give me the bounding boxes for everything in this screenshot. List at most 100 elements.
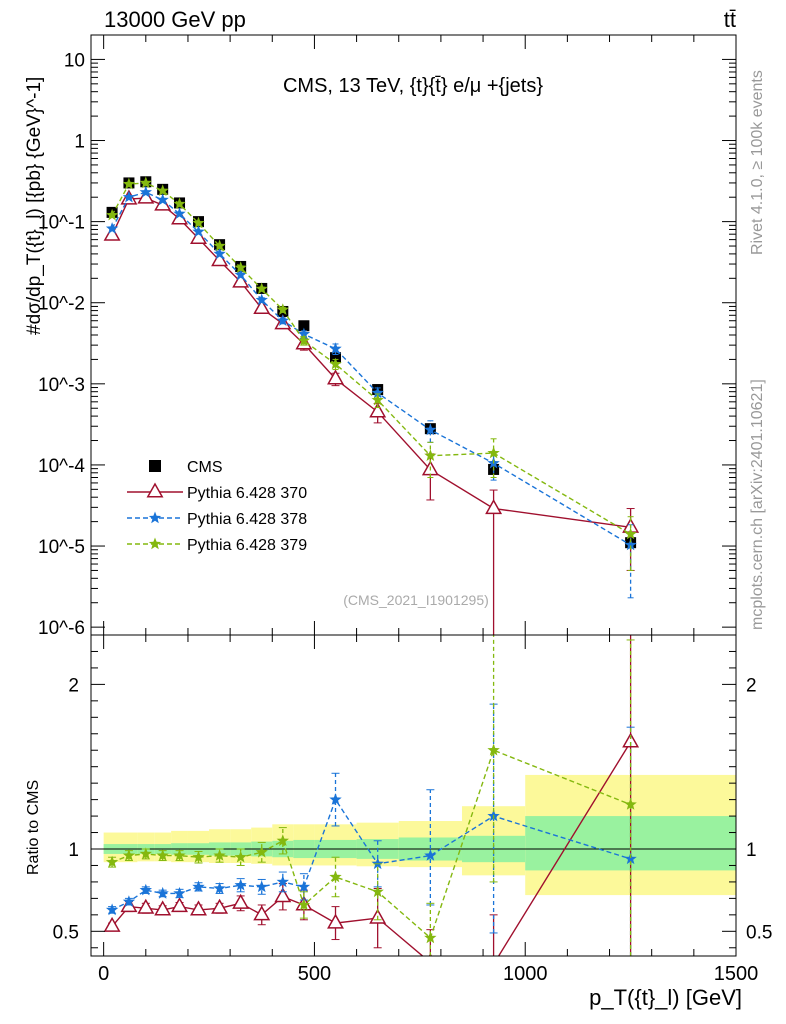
ratio-point bbox=[137, 898, 155, 914]
ratio-point bbox=[234, 850, 247, 863]
data-point bbox=[232, 272, 250, 288]
ratio-series-line bbox=[111, 798, 631, 911]
main-ylabel: #dσ/dp_T({t}_l) [{pb} {GeV}^-1] bbox=[24, 77, 45, 335]
ratio-point bbox=[139, 847, 152, 860]
ratio-series-line bbox=[111, 741, 632, 956]
ratio-y-tick-label: 0.5 bbox=[53, 922, 79, 943]
data-point bbox=[624, 538, 637, 551]
ratio-point bbox=[297, 880, 311, 893]
rivet-label: Rivet 4.1.0, ≥ 100k events bbox=[749, 70, 766, 255]
ratio-point bbox=[173, 849, 186, 861]
data-point bbox=[253, 298, 271, 314]
ratio-point bbox=[139, 883, 152, 896]
main-axes: 10^-6 10^-5 10^-4 10^-3 10^-2 10^-1 1 10 bbox=[38, 35, 737, 639]
data-point bbox=[369, 402, 387, 418]
data-point bbox=[137, 188, 155, 204]
ratio-series-pythia-6-428-379 bbox=[105, 635, 637, 956]
ratio-series-pythia-6-428-378 bbox=[105, 703, 637, 956]
legend-marker bbox=[146, 482, 164, 498]
data-point bbox=[424, 423, 437, 436]
y-tick-label: 10^-5 bbox=[38, 537, 85, 558]
data-point bbox=[122, 177, 136, 190]
header-left-title: 13000 GeV pp bbox=[104, 7, 246, 32]
data-point bbox=[487, 446, 500, 459]
data-point bbox=[424, 449, 437, 461]
data-point bbox=[327, 369, 344, 385]
main-marks bbox=[103, 176, 640, 635]
ratio-axes: 0.5 0.5 1 1 2 2 0 500 1000 1500 bbox=[53, 635, 772, 985]
ratio-point bbox=[371, 885, 384, 898]
ratio-point bbox=[211, 898, 229, 914]
ratio-point bbox=[105, 903, 119, 916]
ratio-point bbox=[122, 895, 136, 907]
data-point bbox=[105, 208, 119, 221]
y-tick-label: 10 bbox=[64, 50, 85, 71]
data-point bbox=[276, 303, 289, 315]
ratio-point bbox=[297, 898, 311, 911]
ratio-point bbox=[253, 905, 271, 921]
ratio-series-line bbox=[111, 749, 631, 940]
ratio-ylabel: Ratio to CMS bbox=[25, 780, 42, 875]
ratio-point bbox=[424, 931, 437, 944]
data-point bbox=[297, 327, 311, 340]
ratio-point bbox=[234, 878, 247, 891]
ratio-point bbox=[103, 916, 121, 932]
ratio-point bbox=[232, 893, 250, 909]
legend: CMS Pythia 6.428 370 Pythia 6.428 378 Pythi… bbox=[127, 459, 307, 554]
data-point bbox=[329, 357, 342, 370]
data-point bbox=[213, 247, 226, 260]
legend-entry: Pythia 6.428 379 bbox=[127, 537, 307, 554]
y-tick-label: 10^-3 bbox=[38, 375, 85, 396]
y-tick-label: 10^-6 bbox=[38, 618, 85, 639]
data-point bbox=[173, 207, 186, 219]
legend-entry: Pythia 6.428 370 bbox=[127, 482, 307, 502]
ratio-point bbox=[192, 880, 205, 893]
data-point bbox=[297, 334, 311, 346]
ratio-point bbox=[424, 849, 437, 861]
ratio-y-tick-label-right: 0.5 bbox=[746, 922, 772, 943]
legend-marker bbox=[149, 460, 161, 472]
legend-label: Pythia 6.428 378 bbox=[187, 511, 307, 528]
x-tick-label: 1500 bbox=[714, 963, 759, 985]
ratio-point bbox=[173, 886, 186, 899]
legend-marker bbox=[148, 537, 162, 550]
data-point bbox=[192, 216, 205, 229]
ratio-point bbox=[276, 875, 289, 888]
ratio-point bbox=[213, 849, 226, 861]
ratio-point bbox=[192, 850, 205, 863]
mcplots-label: mcplots.cern.ch [arXiv:2401.10621] bbox=[749, 379, 766, 630]
data-point bbox=[485, 499, 503, 515]
ratio-point bbox=[171, 897, 189, 913]
y-tick-label: 1 bbox=[74, 132, 85, 153]
ratio-point bbox=[329, 793, 342, 805]
data-point bbox=[139, 185, 152, 198]
series-pythia-6-428-370 bbox=[103, 188, 640, 635]
ratio-y-tick-label: 2 bbox=[68, 675, 79, 696]
main-panel: 10^-6 10^-5 10^-4 10^-3 10^-2 10^-1 1 10 CMS, 1… bbox=[24, 34, 737, 639]
ratio-point bbox=[274, 887, 292, 903]
ratio-point bbox=[327, 913, 344, 929]
data-point bbox=[371, 393, 384, 406]
series-line bbox=[111, 197, 631, 528]
ratio-series-pythia-6-428-370 bbox=[103, 635, 640, 956]
ratio-point bbox=[492, 954, 495, 956]
ratio-y-tick-label-right: 2 bbox=[746, 675, 757, 696]
ratio-point bbox=[487, 743, 500, 756]
data-point bbox=[255, 293, 268, 306]
ratio-panel: 0.5 0.5 1 1 2 2 0 500 1000 1500 Ratio to CMS p_T(… bbox=[25, 634, 772, 1010]
y-tick-label: 10^-2 bbox=[38, 294, 85, 315]
series-line bbox=[111, 182, 631, 535]
data-point bbox=[213, 239, 226, 252]
analysis-watermark: (CMS_2021_I1901295) bbox=[343, 592, 489, 608]
data-point bbox=[139, 176, 152, 189]
x-tick-label: 1000 bbox=[503, 963, 548, 985]
legend-label: CMS bbox=[187, 459, 223, 476]
ratio-marks bbox=[103, 635, 640, 956]
data-point bbox=[105, 222, 119, 234]
data-point bbox=[255, 282, 268, 295]
data-point bbox=[192, 225, 205, 237]
ratio-point bbox=[371, 857, 384, 870]
data-point bbox=[234, 268, 247, 281]
ratio-point bbox=[213, 882, 226, 894]
x-axis-label: p_T({t}_l) [GeV] bbox=[589, 985, 742, 1010]
